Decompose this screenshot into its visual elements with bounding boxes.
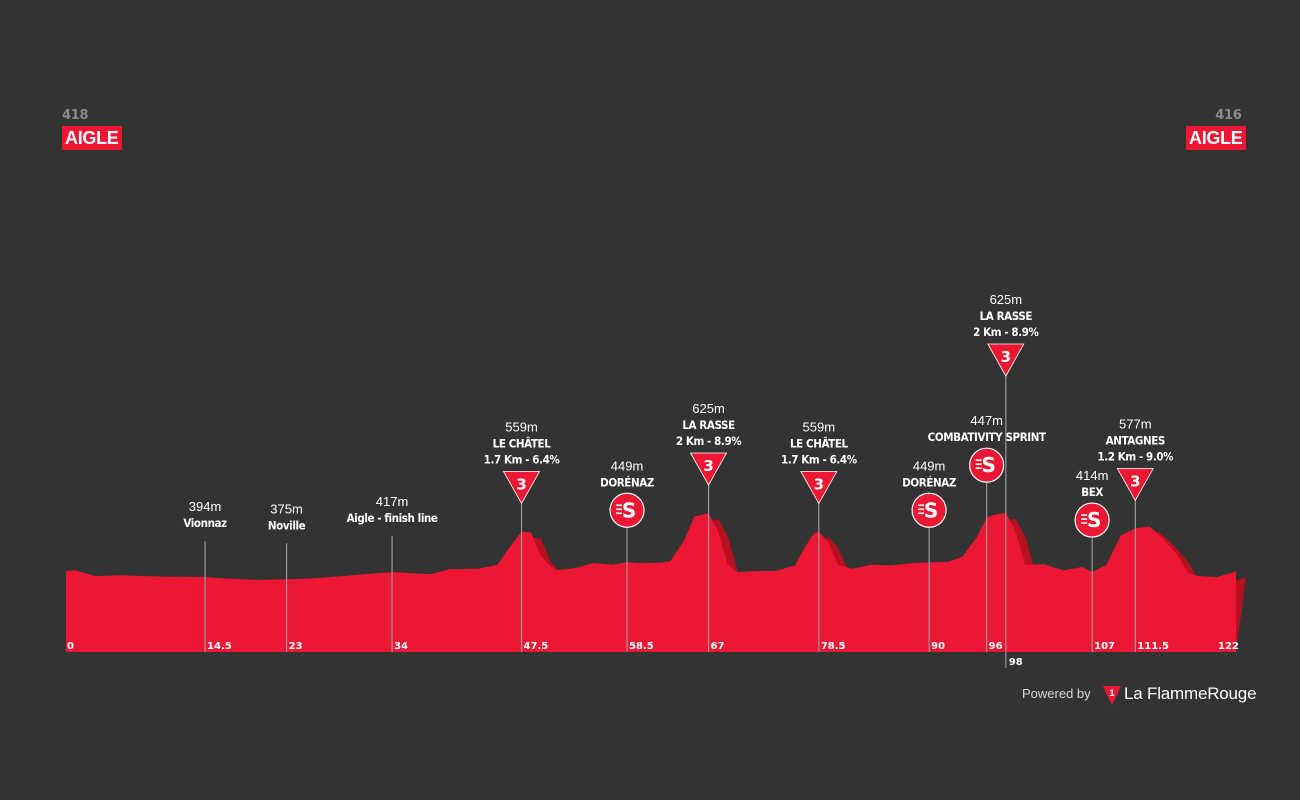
x-tick-label: 78.5 — [821, 641, 846, 652]
marker-name: LE CHÂTEL — [493, 435, 552, 450]
x-tick-label: 47.5 — [524, 641, 549, 652]
x-tick-label: 23 — [289, 641, 303, 652]
x-tick-label: 98 — [1009, 657, 1023, 668]
marker-detail: 2 Km - 8.9% — [676, 434, 742, 448]
kom-category-label: 3 — [1130, 472, 1140, 490]
sprint-icon-glyph: S — [981, 453, 995, 477]
kom-category-label: 3 — [516, 475, 526, 493]
x-tick-label: 107 — [1094, 641, 1115, 652]
marker-name: Noville — [268, 518, 306, 532]
marker-elevation: 375m — [270, 501, 303, 516]
marker-elevation: 414m — [1076, 468, 1109, 483]
powered-by-label: Powered by — [1022, 686, 1091, 701]
marker-name: DORÉNAZ — [600, 474, 655, 489]
marker-name: Aigle - finish line — [347, 511, 438, 525]
x-tick-label: 96 — [989, 641, 1003, 652]
marker-detail: 1.2 Km - 9.0% — [1097, 449, 1174, 463]
marker-name: DORÉNAZ — [902, 474, 957, 489]
x-tick-label: 67 — [711, 641, 725, 652]
marker-name: BEX — [1081, 485, 1103, 499]
kom-category-icon — [1116, 468, 1154, 502]
svg-text:1: 1 — [1109, 688, 1114, 698]
start-label: 418 AIGLE — [62, 108, 122, 150]
kom-category-icon — [689, 452, 728, 486]
marker-elevation: 559m — [803, 419, 836, 434]
x-tick-label: 58.5 — [629, 641, 654, 652]
marker-detail: 1.7 Km - 6.4% — [484, 452, 561, 466]
x-tick-label: 122 — [1218, 641, 1239, 652]
marker-name: LA RASSE — [980, 309, 1033, 323]
start-elevation: 418 — [62, 108, 89, 123]
start-name: AIGLE — [62, 126, 122, 150]
kom-category-label: 3 — [1001, 348, 1011, 366]
marker-elevation: 394m — [189, 499, 222, 514]
marker-elevation: 625m — [692, 401, 725, 416]
marker-name: ANTAGNES — [1106, 433, 1165, 447]
finish-label: 416 AIGLE — [1186, 108, 1246, 150]
marker-name: LE CHÂTEL — [790, 435, 849, 450]
sprint-icon — [969, 447, 1005, 483]
sprint-icon-glyph: S — [1087, 508, 1101, 532]
marker-detail: 2 Km - 8.9% — [973, 325, 1039, 339]
marker-elevation: 449m — [611, 458, 644, 473]
flamme-rouge-logo-icon: 1 — [1103, 686, 1121, 705]
marker-detail: 1.7 Km - 6.4% — [781, 452, 858, 466]
sprint-icon — [609, 492, 645, 528]
sprint-icon — [1074, 502, 1110, 538]
kom-category-icon — [800, 471, 838, 505]
brand-name[interactable]: La FlammeRouge — [1124, 684, 1257, 703]
x-tick-label: 0 — [67, 641, 74, 652]
marker-elevation: 417m — [376, 494, 409, 509]
marker-elevation: 447m — [970, 413, 1003, 428]
x-tick-label: 111.5 — [1137, 641, 1169, 652]
profile-area — [66, 513, 1236, 652]
marker-elevation: 559m — [505, 419, 538, 434]
marker-name: COMBATIVITY SPRINT — [928, 430, 1046, 444]
marker-elevation: 449m — [913, 458, 946, 473]
sprint-icon-glyph: S — [924, 498, 938, 522]
marker-name: Vionnaz — [183, 516, 227, 530]
sprint-icon-glyph: S — [622, 498, 636, 522]
marker-elevation: 625m — [990, 292, 1023, 307]
kom-category-icon — [987, 343, 1025, 377]
marker-name: LA RASSE — [682, 418, 735, 432]
finish-elevation: 416 — [1215, 108, 1242, 123]
sprint-icon — [911, 492, 947, 528]
kom-category-icon — [502, 471, 541, 505]
x-tick-label: 14.5 — [207, 641, 232, 652]
x-tick-label: 34 — [394, 641, 408, 652]
x-tick-label: 90 — [931, 641, 945, 652]
finish-name: AIGLE — [1186, 126, 1246, 150]
kom-category-label: 3 — [703, 457, 713, 475]
marker-elevation: 577m — [1119, 416, 1152, 431]
kom-category-label: 3 — [814, 475, 824, 493]
